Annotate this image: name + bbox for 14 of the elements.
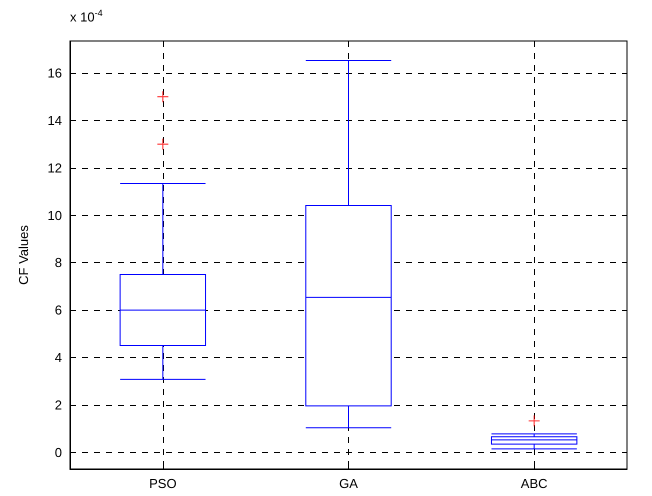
y-tick-label: 0 — [54, 444, 62, 460]
x-tick-label: PSO — [149, 476, 177, 491]
y-tick-label: 2 — [54, 397, 62, 412]
y-tick-label: 6 — [54, 302, 62, 318]
x-tick-label: GA — [339, 476, 358, 491]
y-tick-label: 12 — [48, 160, 62, 176]
y-tick-label: 8 — [54, 255, 62, 270]
y-axis-title: CF Values — [16, 224, 31, 285]
x-tick-label: ABC — [520, 476, 548, 491]
y-tick-label: 16 — [48, 66, 62, 81]
y-tick-label: 4 — [54, 350, 62, 366]
y-tick-label: 10 — [48, 208, 62, 223]
y-tick-label: 14 — [48, 112, 62, 128]
text: x 10$^{-4}$ — [70, 8, 103, 24]
